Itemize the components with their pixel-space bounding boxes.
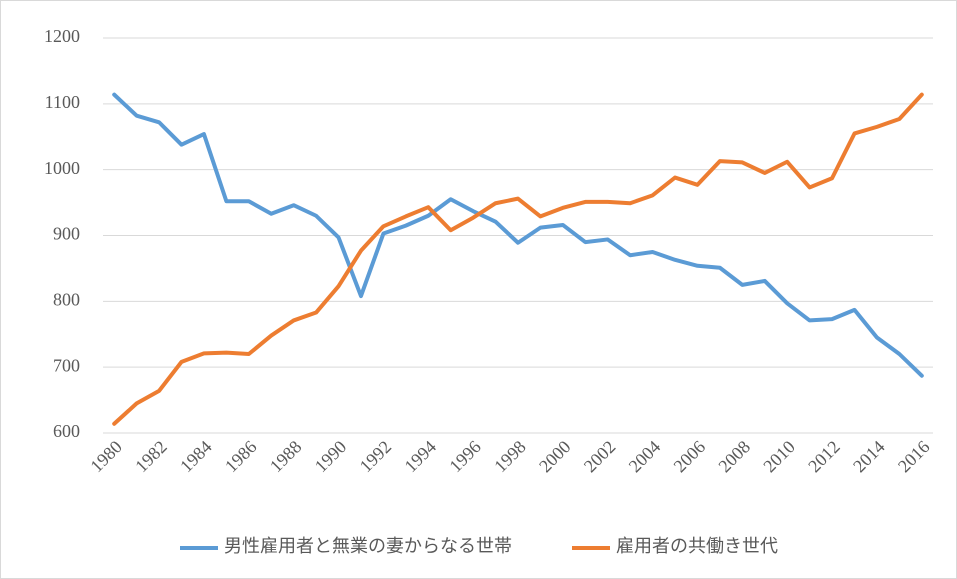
y-tick-label: 900 [53, 224, 80, 244]
series-line [112, 92, 924, 426]
y-tick-label: 1100 [45, 92, 80, 112]
legend-label: 雇用者の共働き世代 [616, 536, 778, 556]
series-line [112, 92, 924, 378]
y-tick-label: 600 [53, 421, 80, 441]
y-tick-label: 800 [53, 289, 80, 309]
y-tick-label: 1200 [44, 26, 80, 46]
legend-label: 男性雇用者と無業の妻からなる世帯 [224, 536, 512, 556]
y-tick-label: 1000 [44, 158, 80, 178]
y-tick-label: 700 [53, 355, 80, 375]
